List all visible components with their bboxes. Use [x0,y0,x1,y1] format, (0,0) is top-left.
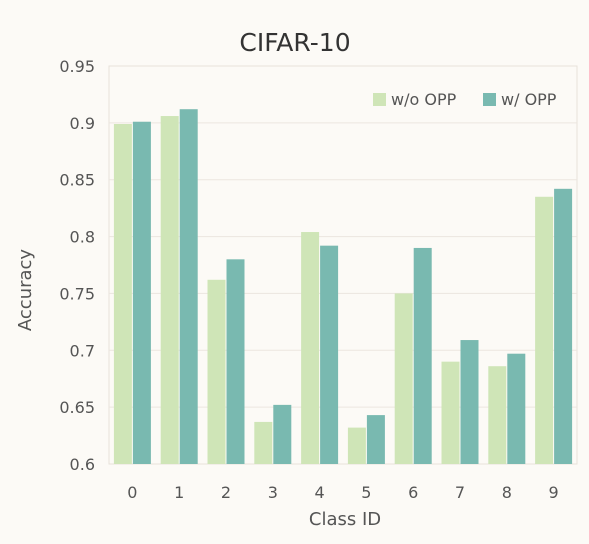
bar-wo-opp [301,232,320,464]
x-tick-label: 4 [315,483,325,502]
y-tick-label: 0.9 [70,114,95,133]
y-tick-label: 0.95 [59,57,95,76]
legend: w/o OPP w/ OPP [373,90,557,109]
bar-wo-opp [160,116,179,464]
bars-layer [113,109,573,464]
y-axis-label: Accuracy [15,249,36,332]
y-tick-label: 0.6 [70,455,95,474]
plot-area [108,65,578,465]
bar-w-opp [413,247,432,464]
bar-w-opp [460,340,479,464]
bar-wo-opp [441,361,460,464]
x-tick-label: 3 [268,483,278,502]
bar-w-opp [366,415,385,464]
y-tick-label: 0.85 [59,171,95,190]
bar-wo-opp [535,196,554,464]
x-axis-label: Class ID [309,509,381,530]
x-tick-label: 9 [549,483,559,502]
bar-w-opp [320,245,339,464]
bar-wo-opp [488,366,507,464]
x-tick-label: 2 [221,483,231,502]
bar-w-opp [554,188,573,464]
bar-wo-opp [113,123,132,464]
chart-title: CIFAR-10 [239,28,350,57]
legend-swatch-wo-opp [373,93,386,106]
bar-w-opp [273,404,292,464]
legend-label-w-opp: w/ OPP [501,90,557,109]
bar-w-opp [507,353,526,464]
bar-wo-opp [207,279,226,464]
y-tick-label: 0.8 [70,228,95,247]
ticks-layer: 0.6 0.65 0.7 0.75 0.8 0.85 0.9 0.95 0 1 2 3 4 5 6 7 8 9 [59,57,558,502]
bar-wo-opp [254,421,273,464]
x-tick-label: 8 [502,483,512,502]
y-tick-label: 0.65 [59,398,95,417]
bar-w-opp [179,109,198,464]
x-tick-label: 6 [408,483,418,502]
bar-w-opp [132,121,151,464]
x-tick-label: 0 [127,483,137,502]
y-tick-label: 0.7 [70,341,95,360]
y-tick-label: 0.75 [59,284,95,303]
x-tick-label: 1 [174,483,184,502]
x-tick-label: 7 [455,483,465,502]
legend-label-wo-opp: w/o OPP [391,90,457,109]
bar-wo-opp [347,427,366,464]
legend-swatch-w-opp [483,93,496,106]
bar-wo-opp [394,293,413,464]
bar-w-opp [226,259,245,464]
x-tick-label: 5 [361,483,371,502]
